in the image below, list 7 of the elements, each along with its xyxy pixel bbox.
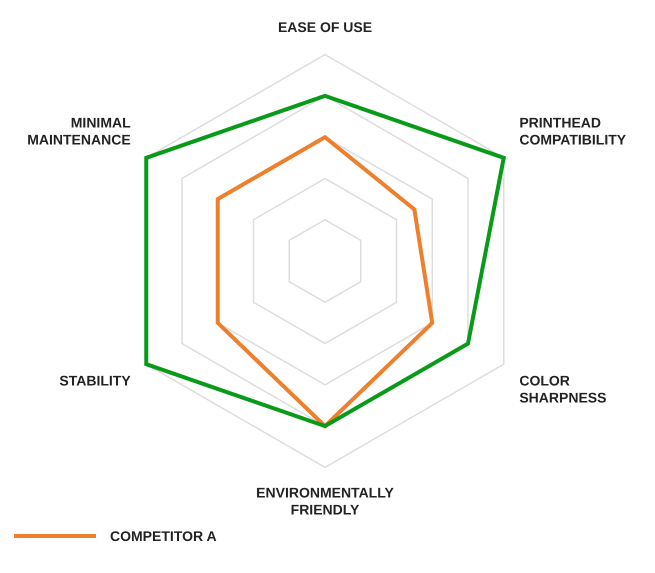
- spoke-label: PRINTHEAD COMPATIBILITY: [519, 114, 627, 148]
- spoke-label: MINIMAL MAINTENANCE: [27, 114, 132, 148]
- spoke-label: ENVIRONMENTALLY FRIENDLY: [256, 484, 394, 518]
- text: COMPETITOR A: [110, 528, 217, 544]
- spoke-label: EASE OF USE: [278, 19, 372, 36]
- spoke-label: STABILITY: [59, 372, 132, 388]
- spoke-label: COLOR SHARPNESS: [519, 372, 606, 406]
